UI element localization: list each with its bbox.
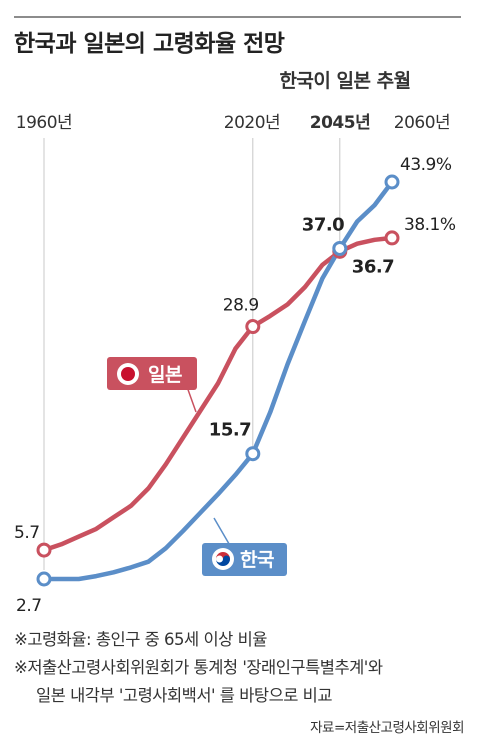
legend-label-japan: 일본 <box>148 364 182 386</box>
data-label-korea-2045: 37.0 <box>302 214 344 235</box>
data-label-japan-2045: 36.7 <box>352 256 394 277</box>
series-line-korea <box>41 179 395 582</box>
data-label-japan-2060: 38.1% <box>404 215 456 235</box>
data-point-korea-2060 <box>384 174 400 190</box>
x-tick-label-2060: 2060년 <box>394 113 450 133</box>
data-point-korea-2045 <box>332 240 348 256</box>
data-point-japan-2060 <box>384 230 400 246</box>
legend-label-korea: 한국 <box>240 549 274 571</box>
japan-flag-sun-icon <box>121 367 135 381</box>
data-point-japan-2020 <box>245 319 261 335</box>
source-credit: 자료=저출산고령사회위원회 <box>310 720 464 736</box>
line-chart: 1960년 2020년 2045년 2060년 5.7 28.9 36.7 38.1% 2.7 1… <box>14 113 456 616</box>
korea-flag-taeguk-blue-icon <box>216 555 230 566</box>
data-label-korea-1960: 2.7 <box>16 596 42 616</box>
data-label-japan-2020: 28.9 <box>223 296 259 316</box>
series-line-japan <box>41 235 395 553</box>
footnote-source-1: ※저출산고령사회위원회가 통계청 '장래인구특별추계'와 <box>14 658 383 677</box>
chart-title: 한국과 일본의 고령화율 전망 <box>14 31 285 57</box>
data-point-japan-1960 <box>36 542 52 558</box>
data-label-korea-2020: 15.7 <box>209 420 251 441</box>
x-tick-label-2020: 2020년 <box>224 113 280 133</box>
data-label-korea-2060: 43.9% <box>400 155 452 175</box>
x-tick-label-1960: 1960년 <box>16 113 72 133</box>
data-point-korea-2020 <box>245 446 261 462</box>
data-point-korea-1960 <box>36 571 52 587</box>
footnote-definition: ※고령화율: 총인구 중 65세 이상 비율 <box>14 630 267 649</box>
chart-subtitle: 한국이 일본 추월 <box>279 70 411 92</box>
data-label-japan-1960: 5.7 <box>14 523 40 543</box>
top-rule <box>14 16 461 18</box>
footnotes: ※고령화율: 총인구 중 65세 이상 비율 ※저출산고령사회위원회가 통계청 … <box>14 626 466 710</box>
x-tick-label-2045: 2045년 <box>310 113 370 133</box>
footnote-source-2: 일본 내각부 '고령사회백서' 를 바탕으로 비교 <box>36 686 333 705</box>
